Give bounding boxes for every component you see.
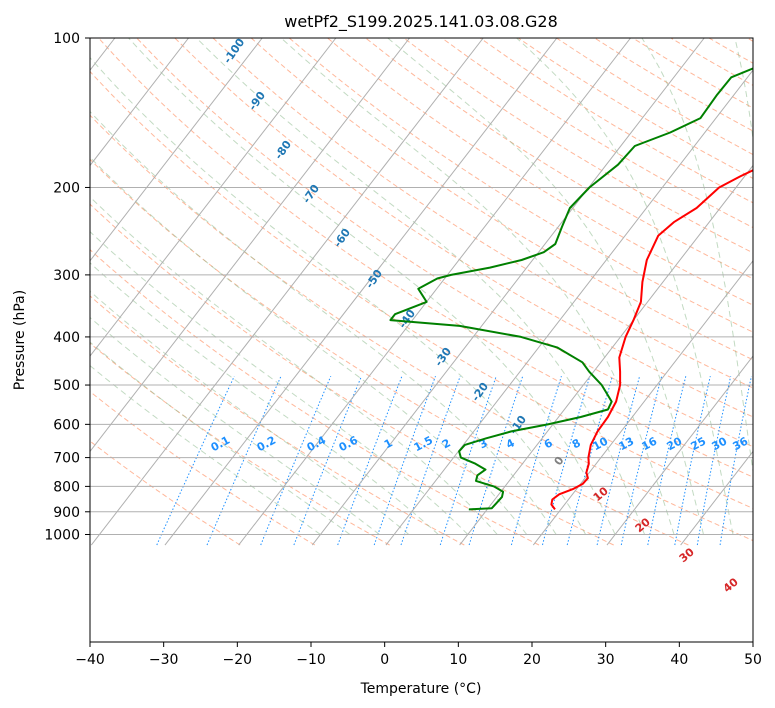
mixing-ratio-line (156, 375, 235, 546)
y-tick-label: 500 (53, 378, 80, 394)
moist-adiabat-line (280, 38, 675, 535)
y-tick-label: 900 (53, 505, 80, 521)
y-axis-title: Pressure (hPa) (12, 290, 28, 390)
moist-adiabat-line (90, 56, 587, 535)
mixing-ratio-label: 10 (591, 434, 611, 453)
x-tick-label: 50 (744, 652, 762, 668)
y-tick-label: 700 (53, 451, 80, 467)
mixing-ratio-line (620, 376, 663, 546)
dry-adiabat-line (365, 38, 753, 280)
mixing-ratio-line (337, 376, 403, 546)
moist-adiabat-line (90, 230, 469, 535)
dry-adiabat-line (90, 114, 753, 542)
isotherm-gridline (238, 38, 631, 546)
moist-adiabat-line (90, 156, 528, 535)
y-tick-label: 100 (53, 31, 80, 47)
background-lines (90, 38, 753, 546)
moist-adiabat-line (90, 341, 351, 535)
mixing-ratio-line (510, 376, 562, 546)
moist-adiabat-line (516, 38, 734, 535)
x-tick-label: −20 (223, 652, 253, 668)
x-axis-title: Temperature (°C) (360, 681, 482, 697)
isotherm-gridline (459, 164, 753, 546)
dry-adiabat-line (90, 295, 465, 546)
dry-adiabat-line (174, 38, 753, 418)
moist-adiabat-line (90, 196, 498, 535)
x-tick-label: −30 (149, 652, 179, 668)
isotherm-gridline (311, 38, 705, 546)
dry-adiabat-line (90, 158, 689, 546)
dry-adiabat-line (90, 390, 316, 546)
mixing-ratio-label: 20 (665, 434, 685, 453)
isotherm-gridline (90, 38, 263, 262)
dry-adiabat-line (403, 38, 753, 254)
mixing-ratio-line (206, 375, 282, 546)
isotherm-gridline (606, 355, 753, 546)
moist-adiabat-line (90, 110, 557, 535)
mixing-ratio-line (566, 376, 613, 546)
y-tick-label: 800 (53, 479, 80, 495)
isotherm-gridline (532, 259, 753, 546)
isotherm-gridline (680, 450, 753, 546)
mixing-ratio-label: 16 (640, 434, 660, 453)
x-tick-label: 40 (670, 652, 688, 668)
sounding-series (389, 67, 753, 511)
dry-adiabat-line (90, 440, 241, 546)
moist-adiabat-line (90, 364, 321, 535)
mixing-ratio-line (373, 376, 436, 546)
y-tick-label: 200 (53, 180, 80, 196)
isotherm-gridline (90, 38, 484, 546)
dry-adiabat-line (90, 203, 614, 546)
x-tick-label: −40 (75, 652, 105, 668)
mixing-ratio-line (596, 376, 641, 546)
x-tick-label: 0 (380, 652, 389, 668)
plot-frame (89, 37, 754, 643)
x-tick-label: 30 (597, 652, 615, 668)
x-tick-label: −10 (296, 652, 326, 668)
x-tick-label: 10 (449, 652, 467, 668)
isotherm-gridline (90, 38, 337, 357)
y-tick-label: 300 (53, 268, 80, 284)
dry-adiabat-line (212, 38, 753, 389)
isotherm-gridline (164, 38, 558, 546)
mixing-ratio-line (439, 376, 497, 546)
moist-adiabat-line (90, 262, 439, 535)
isotherm-gridline (90, 38, 410, 453)
y-tick-label: 1000 (44, 528, 80, 544)
moist-adiabat-line (128, 38, 616, 535)
x-tick-label: 20 (523, 652, 541, 668)
mixing-ratio-label: 30 (710, 434, 730, 453)
moist-adiabat-line (641, 38, 753, 475)
axes: −40 −30 −20 −10 0 10 20 30 40 50 100 200 300 400 500 60… (44, 31, 762, 668)
mixing-ratio-line (293, 376, 362, 546)
mixing-ratio-line (542, 376, 591, 546)
isotherm-gridline (90, 38, 189, 167)
dry-adiabat-line (250, 38, 753, 361)
chart-title: wetPf2_S199.2025.141.03.08.G28 (284, 12, 558, 32)
y-tick-label: 600 (53, 417, 80, 433)
mixing-ratio-line (260, 376, 332, 546)
dewpoint-line (389, 67, 753, 511)
moist-adiabat-line (196, 38, 646, 535)
moist-adiabat-line (387, 38, 704, 535)
mixing-ratio-line (400, 376, 461, 546)
isotherm-gridline (385, 69, 753, 546)
mixing-ratio-label: 36 (731, 434, 751, 453)
mixing-ratio-label: 25 (689, 435, 709, 454)
y-tick-label: 400 (53, 330, 80, 346)
temperature-line (550, 169, 753, 510)
mixing-ratio-label: 13 (617, 435, 637, 454)
dry-adiabat-line (136, 38, 753, 448)
